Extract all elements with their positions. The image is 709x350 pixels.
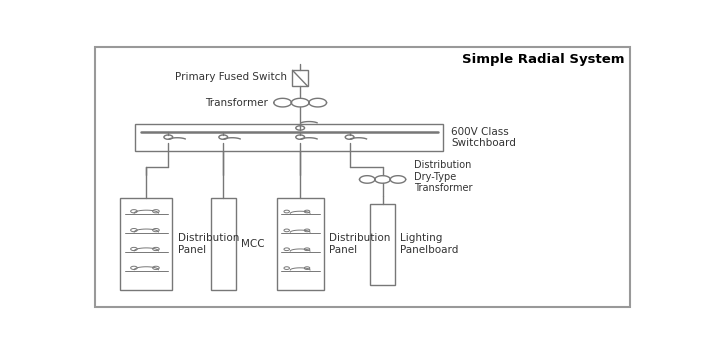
Bar [370, 204, 395, 285]
Text: Lighting
Panelboard: Lighting Panelboard [401, 233, 459, 255]
Text: MCC: MCC [241, 239, 264, 249]
Text: Simple Radial System: Simple Radial System [462, 53, 625, 66]
Text: Distribution
Panel: Distribution Panel [329, 233, 391, 255]
Text: Transformer: Transformer [206, 98, 268, 108]
Bar [135, 124, 443, 151]
Bar [277, 198, 323, 290]
Text: Distribution
Panel: Distribution Panel [178, 233, 240, 255]
Text: 600V Class
Switchboard: 600V Class Switchboard [451, 127, 516, 148]
Bar [293, 70, 308, 86]
Text: Primary Fused Switch: Primary Fused Switch [175, 72, 287, 82]
Bar [211, 198, 235, 290]
Text: Distribution
Dry-Type
Transformer: Distribution Dry-Type Transformer [414, 160, 472, 193]
Bar [121, 198, 172, 290]
